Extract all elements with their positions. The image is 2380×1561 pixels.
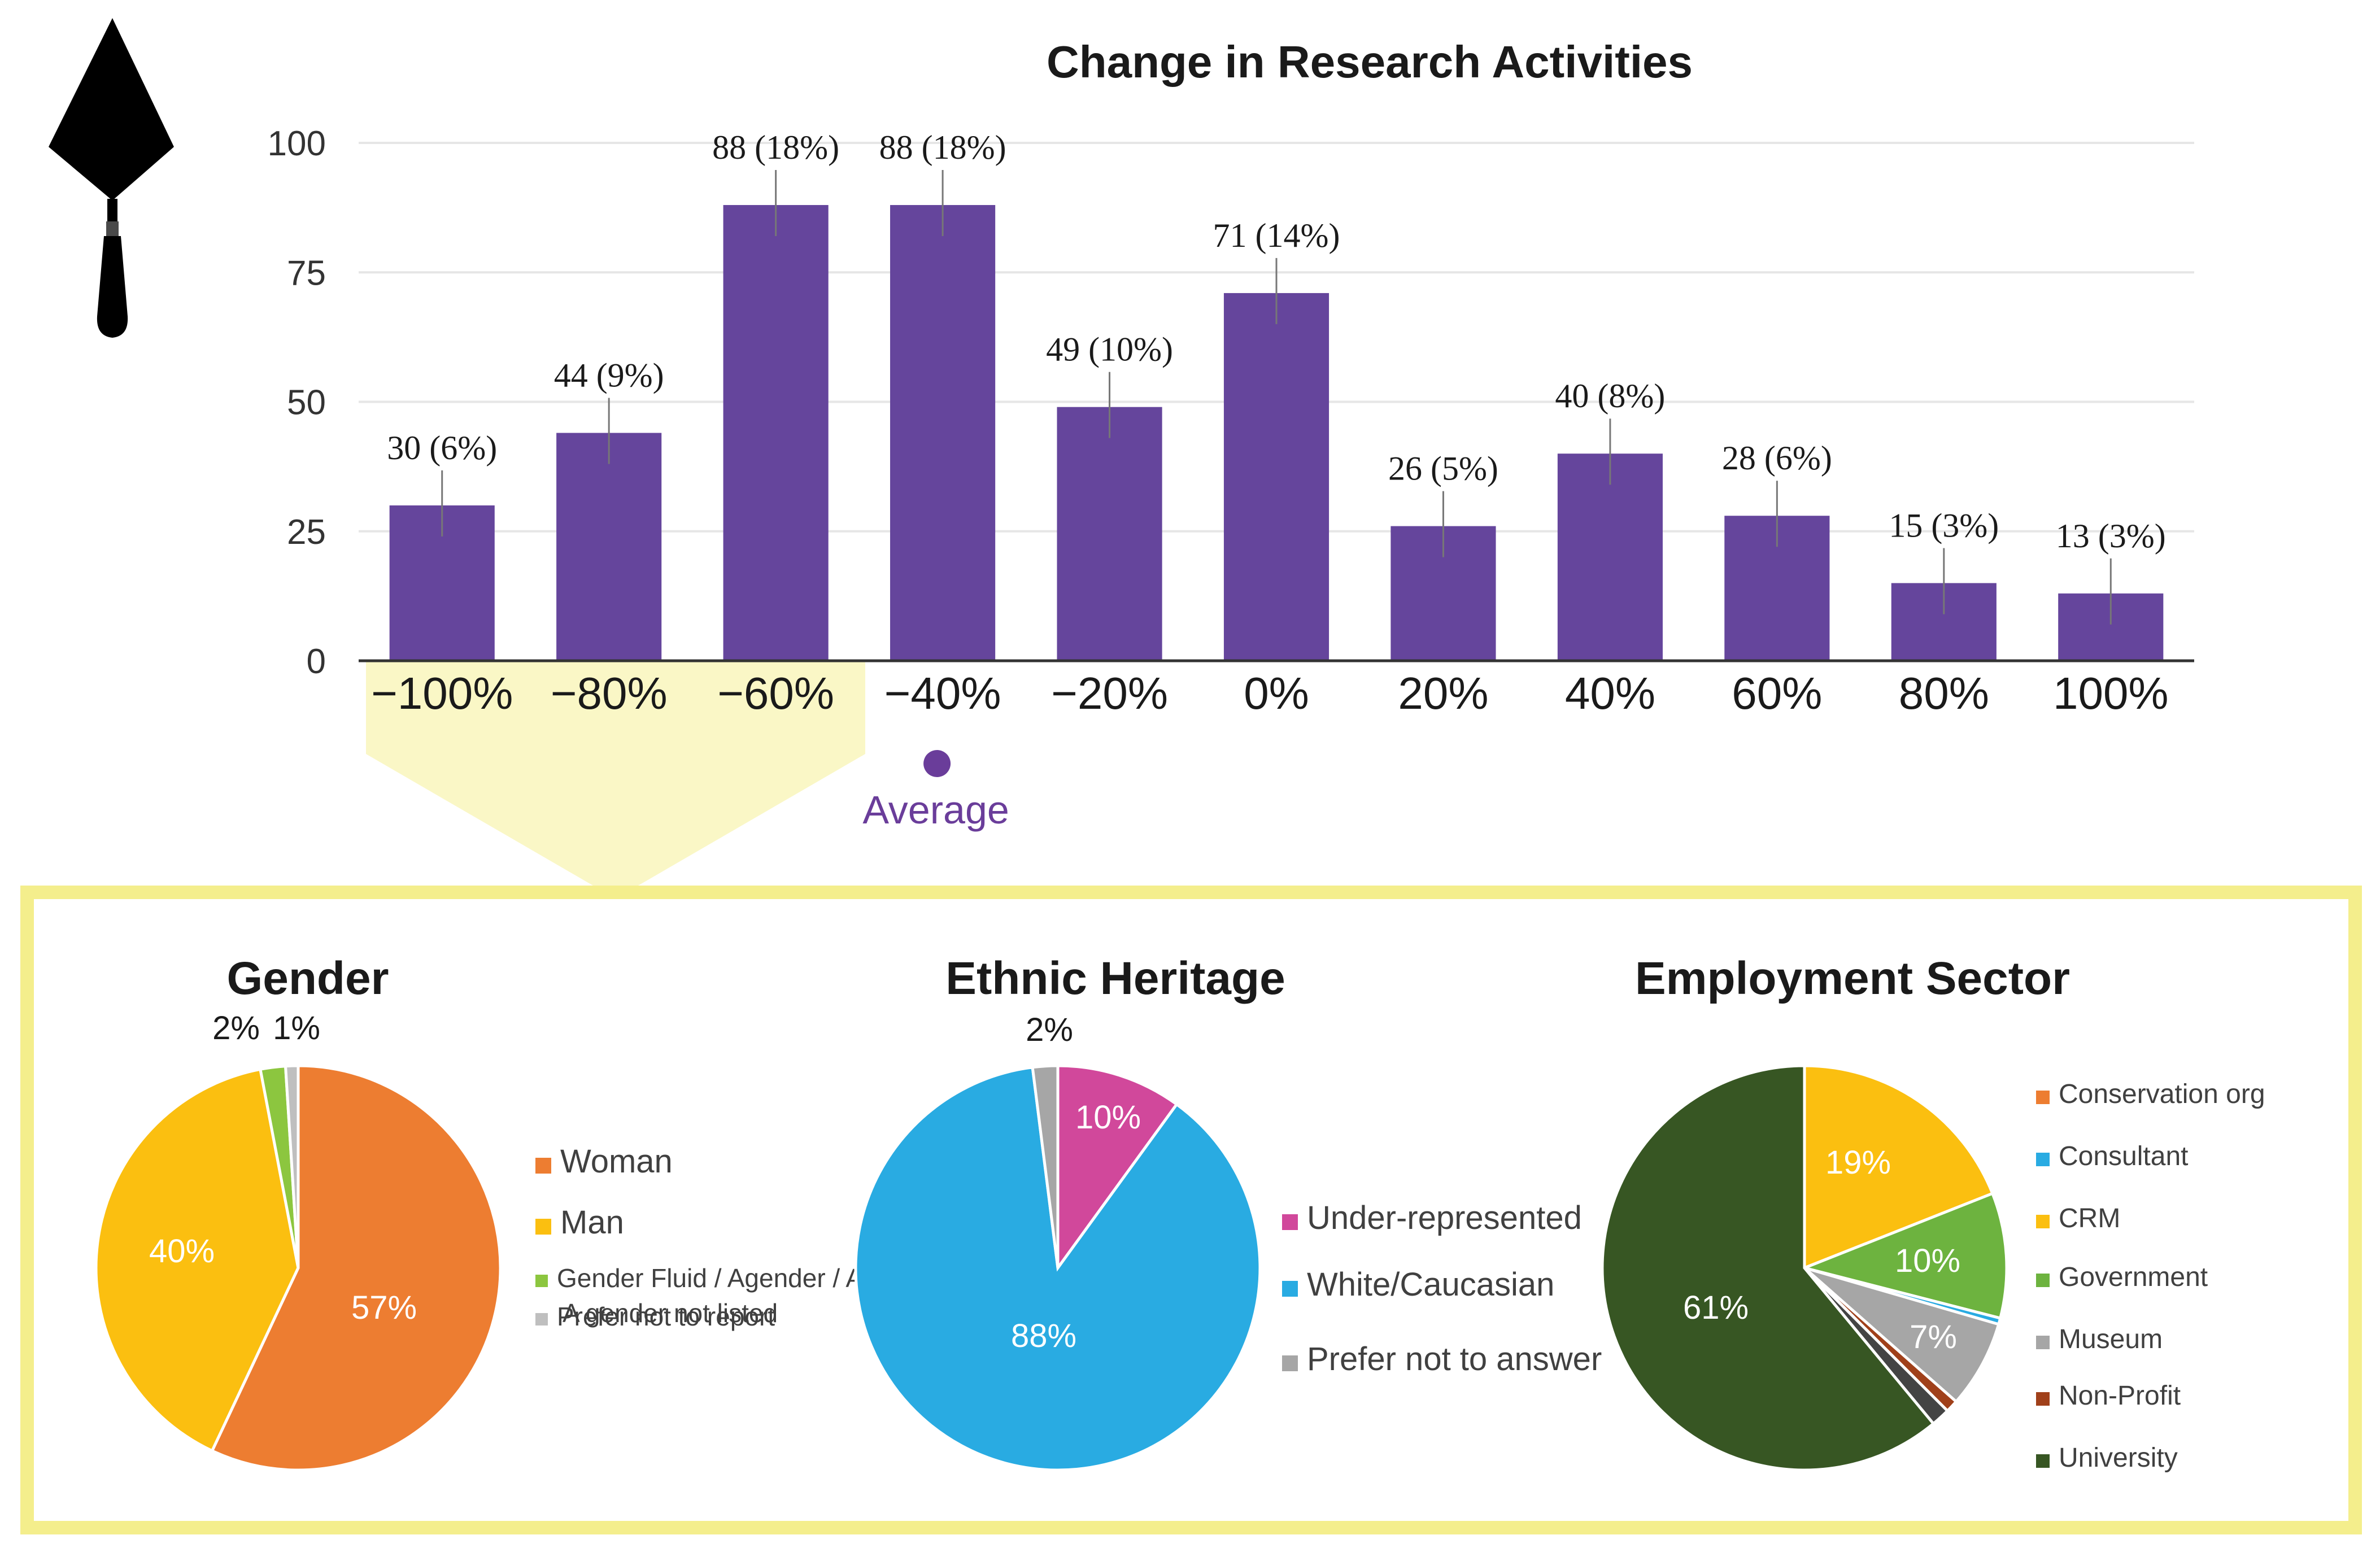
pie-slice [210,1064,502,1472]
legend-swatch [535,1158,551,1174]
pie-slice [1799,1191,2008,1320]
x-tick-label: 20% [1398,668,1488,718]
slice-label: 1% [273,1010,320,1047]
pie-slice [1803,1266,2000,1404]
x-tick-label: 60% [1732,668,1822,718]
x-tick-label: −100% [371,668,513,718]
slice-label: 88% [1011,1318,1076,1354]
slice-label: 19% [1825,1144,1891,1181]
y-tick-label: 50 [287,383,326,422]
legend-swatch [2036,1091,2050,1104]
bar [1223,293,1330,661]
legend-swatch [2036,1454,2050,1468]
legend-label: Woman [560,1143,673,1180]
legend-label: Government [2059,1262,2208,1292]
slice-label: 57% [351,1289,417,1326]
x-tick-label: 100% [2053,668,2169,718]
legend-label: Gender Fluid / Agender / A [557,1263,863,1293]
legend-label: University [2059,1443,2178,1473]
legend-swatch [2036,1215,2050,1228]
y-tick-label: 0 [307,642,326,681]
legend-label: White/Caucasian [1307,1266,1554,1303]
x-tick-label: 0% [1244,668,1309,718]
pie-slice [1056,1064,1179,1272]
pie-title: Employment Sector [1635,953,2070,1004]
slice-label: 2% [212,1010,260,1047]
legend-label: CRM [2059,1204,2120,1233]
average-marker [923,750,951,777]
pie-slice [1803,1064,1995,1270]
slice-label: 40% [149,1233,215,1270]
x-tick-label: −60% [717,668,834,718]
y-tick-label: 75 [287,254,326,293]
data-label: 44 (9%) [554,357,664,394]
slice-label: 7% [1910,1319,1957,1355]
bar-chart: Change in Research Activities 0 25 50 75 100… [268,37,2194,832]
average-label: Average [862,788,1009,832]
data-label: 28 (6%) [1722,439,1832,477]
pie-chart: Ethnic Heritage 10% 88% 2% Under-represented… [854,953,1602,1472]
bar [556,433,662,661]
slice-label: 10% [1895,1242,1960,1279]
legend-swatch [535,1219,551,1235]
legend-label: Prefer not to report [557,1302,775,1331]
x-tick-label: 40% [1565,668,1655,718]
pie-slice [1031,1064,1060,1268]
pie-slice [94,1067,300,1453]
y-tick-label: 100 [268,124,326,163]
highlight-callout [366,661,865,886]
legend-swatch [1282,1214,1298,1230]
pie-title: Gender [226,953,389,1004]
legend-label: Under-represented [1307,1200,1582,1236]
data-label: 49 (10%) [1046,331,1173,368]
data-label: 30 (6%) [387,429,497,466]
legend-swatch [2036,1274,2050,1287]
data-label: 13 (3%) [2056,517,2166,555]
legend-swatch [1282,1355,1298,1371]
bar [723,205,829,661]
legend-swatch [535,1275,548,1287]
pie-chart: Gender 57% 40% 2% 1% Woman Man Gender Fluid / A… [94,953,863,1472]
trowel-icon [49,18,174,338]
legend-label: Non-Profit [2059,1381,2181,1411]
bar [1557,454,1663,661]
x-tick-label: −40% [884,668,1001,718]
x-tick-label: −20% [1051,668,1168,718]
bar [890,205,996,661]
data-label: 40 (8%) [1555,377,1665,415]
legend-label: Man [560,1204,624,1241]
legend-swatch [2036,1153,2050,1166]
data-label: 71 (14%) [1213,217,1340,254]
pie-chart: Employment Sector 19% 10% 7% 61% Conservation… [1601,953,2265,1473]
legend-swatch [1282,1281,1298,1297]
x-tick-label: 80% [1899,668,1989,718]
x-tick-label: −80% [551,668,668,718]
legend-swatch [2036,1336,2050,1349]
legend-label: Conservation org [2059,1079,2265,1109]
chart-title: Change in Research Activities [1047,37,1693,87]
legend-label: Prefer not to answer [1307,1341,1602,1377]
pie-title: Ethnic Heritage [945,953,1285,1004]
legend-swatch [2036,1392,2050,1406]
pie-slice [284,1064,300,1268]
data-label: 15 (3%) [1889,507,1999,544]
data-label: 88 (18%) [879,129,1006,166]
legend-label: Museum [2059,1324,2163,1354]
legend-swatch [535,1313,548,1325]
data-label: 88 (18%) [712,129,839,166]
legend-label: A gender not listed [563,1298,778,1328]
pie-slice [1601,1064,1936,1472]
bar [1057,407,1162,661]
slice-label: 2% [1026,1011,1073,1048]
pie-slice [854,1066,1262,1472]
slice-label: 61% [1683,1289,1749,1326]
legend-label: Consultant [2059,1141,2188,1171]
y-tick-label: 25 [287,513,326,552]
slice-label: 10% [1075,1099,1141,1136]
data-label: 26 (5%) [1388,450,1498,487]
